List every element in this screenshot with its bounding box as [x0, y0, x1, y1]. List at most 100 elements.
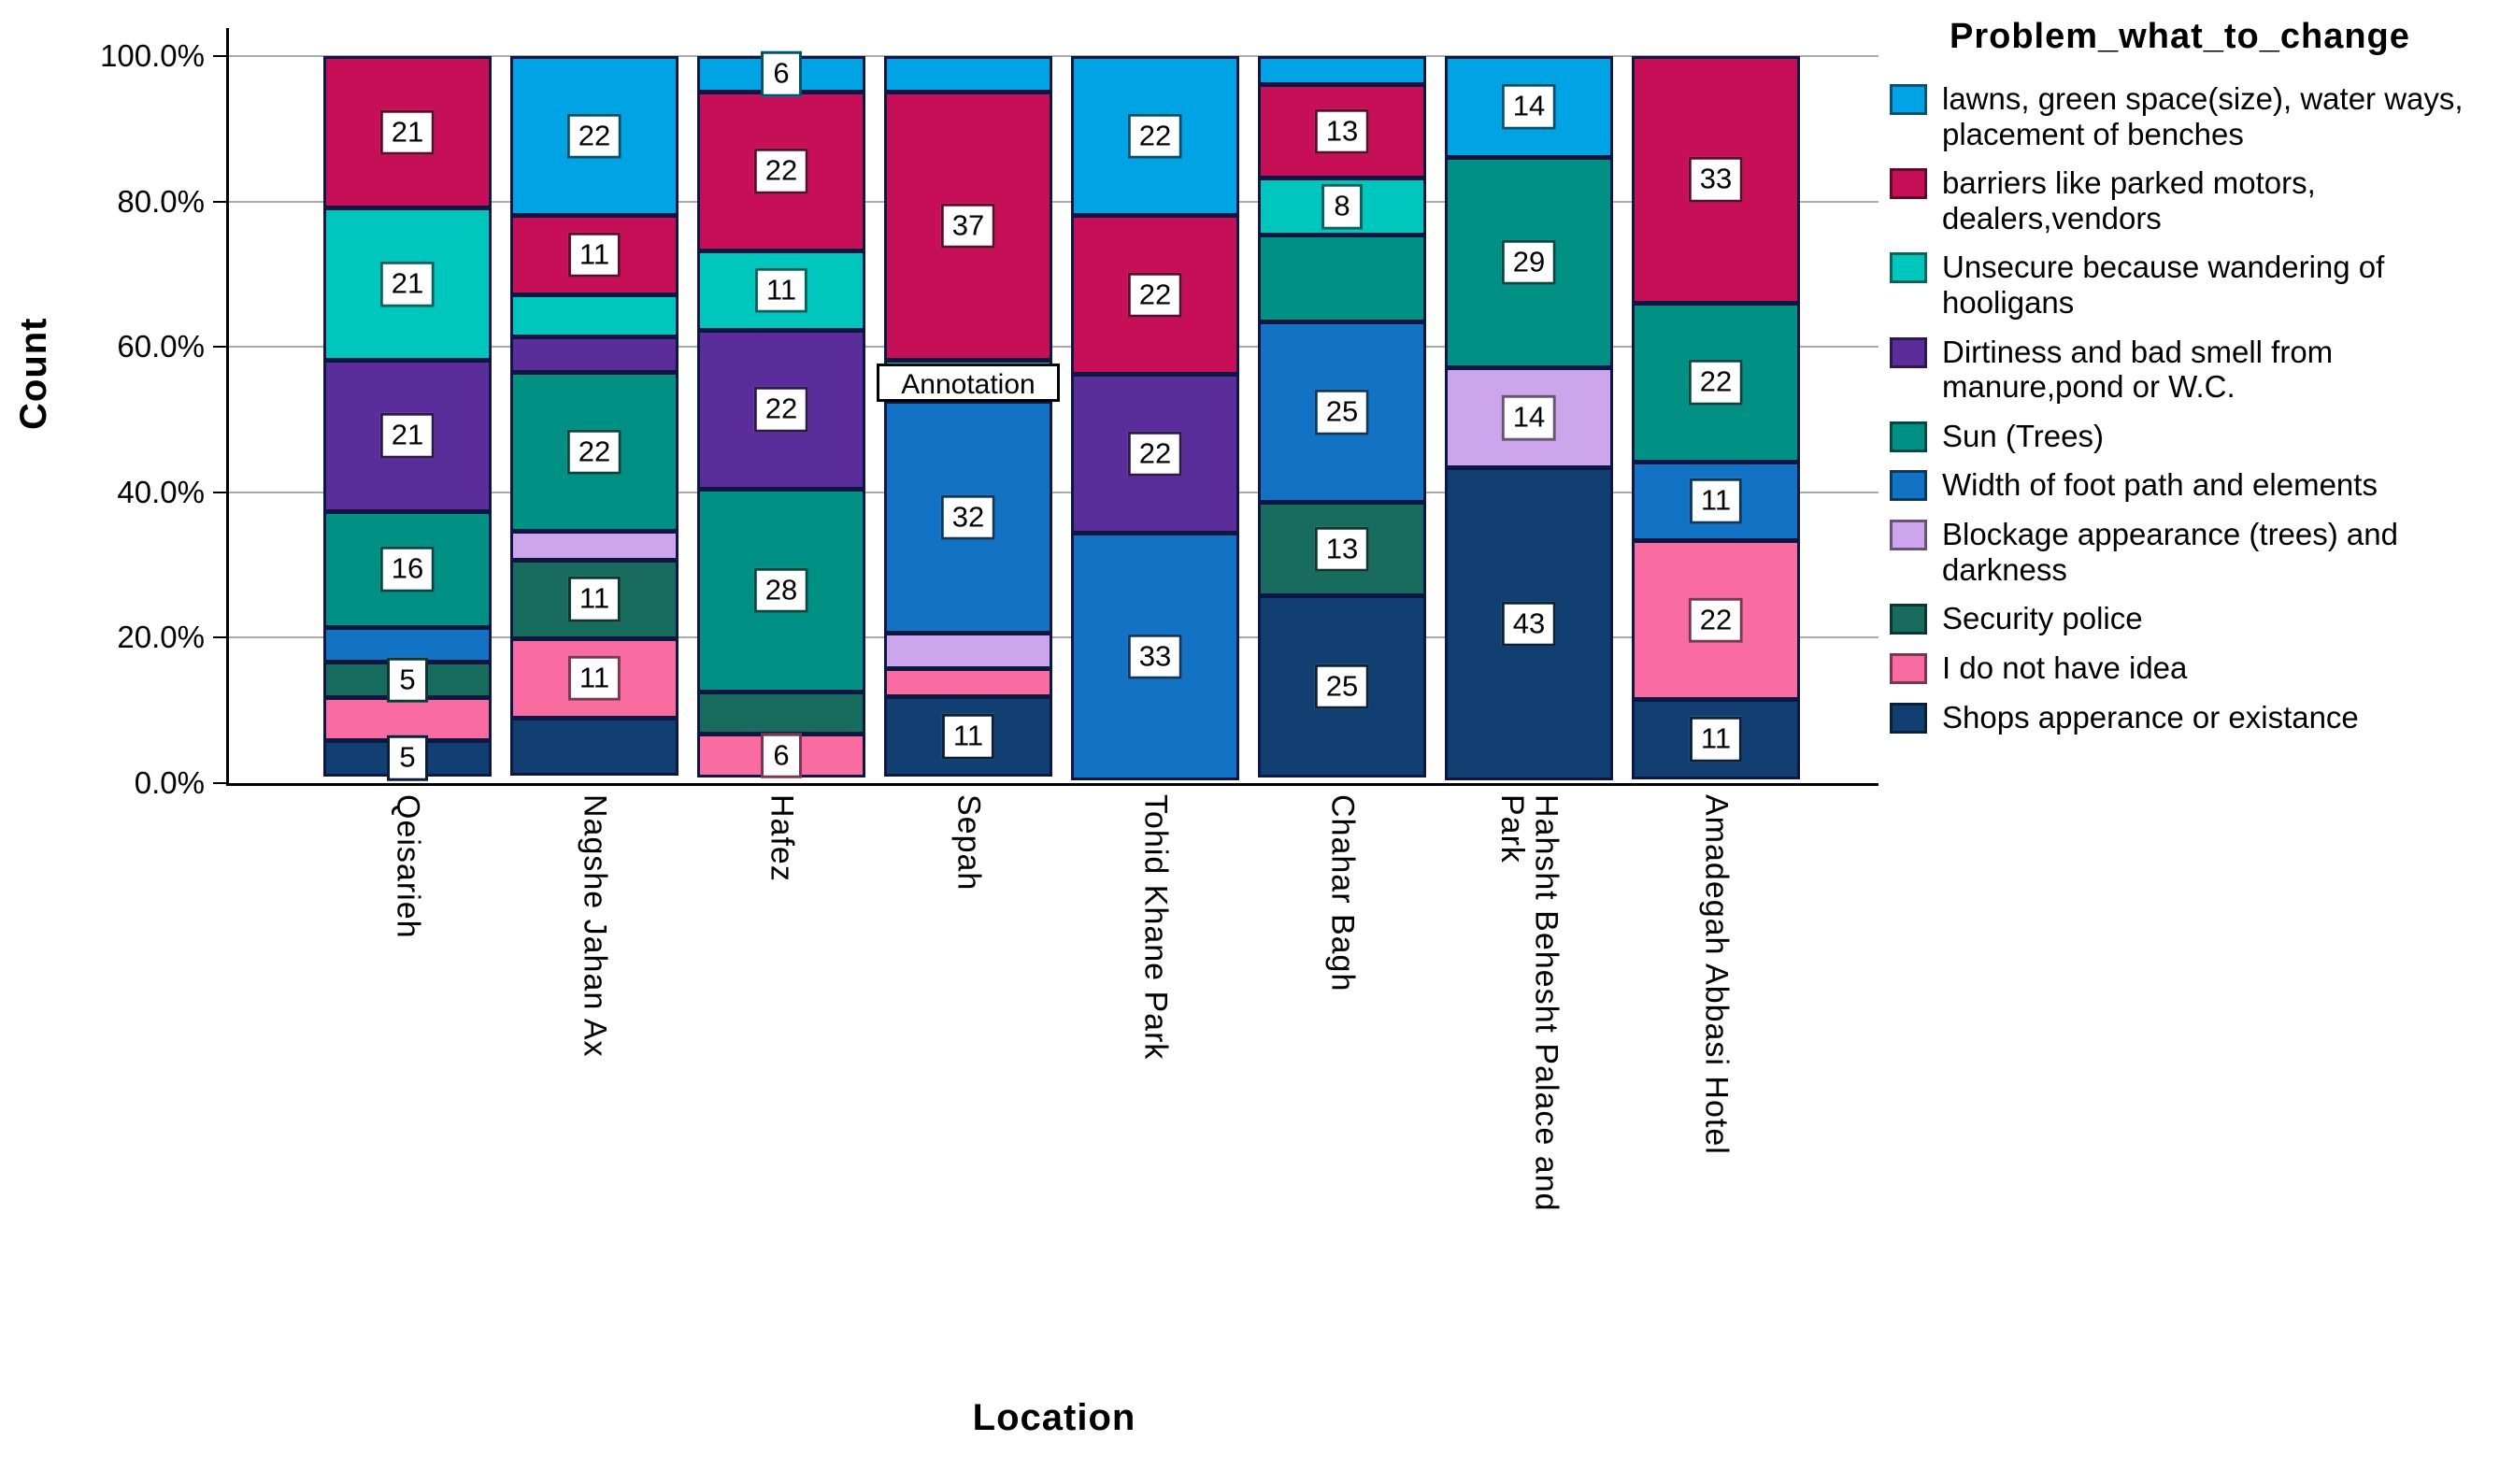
bar-value-label: 22 — [1127, 431, 1183, 478]
bar-segment: 13 — [1258, 502, 1426, 597]
bar-segment — [884, 56, 1052, 93]
gridline — [229, 346, 1878, 349]
bar-segment: 14 — [1445, 366, 1613, 469]
x-axis-title: Location — [972, 1397, 1136, 1438]
bar-tohid-khane-park: 22 22 22 33 — [1071, 56, 1239, 783]
legend-label: Dirtiness and bad smell from manure,pond… — [1942, 334, 2334, 405]
bar-segment — [697, 691, 865, 735]
legend: Problem_what_to_change lawns, green spac… — [1890, 17, 2497, 749]
legend-item: Shops apperance or existance — [1890, 700, 2497, 735]
bar-value-label: 11 — [567, 655, 621, 702]
gridline — [229, 200, 1878, 203]
legend-item: Unsecure because wandering of hooligans — [1890, 250, 2497, 320]
bar-value-label: 33 — [1688, 156, 1744, 203]
legend-item: Sun (Trees) — [1890, 419, 2497, 454]
legend-label: Security police — [1942, 601, 2143, 636]
legend-label: Unsecure because wandering of hooligans — [1942, 250, 2385, 321]
bar-value-label: 13 — [1314, 108, 1370, 154]
bar-segment: 11 — [697, 250, 865, 331]
legend-label: Blockage appearance (trees) and darkness — [1942, 517, 2398, 587]
gridline — [229, 55, 1878, 57]
bar-segment: 22 — [1071, 56, 1239, 217]
bar-segment: 22 — [510, 56, 678, 217]
bar-segment: 11 — [510, 559, 678, 640]
legend-swatch — [1890, 652, 1927, 684]
bar-segment — [1258, 56, 1426, 86]
legend-items: lawns, green space(size), water ways, pl… — [1890, 81, 2497, 735]
bar-value-label: 5 — [387, 735, 428, 781]
bar-segment — [884, 633, 1052, 670]
bar-segment: 33 — [1071, 533, 1239, 780]
x-axis-line — [226, 783, 1878, 786]
legend-swatch — [1890, 421, 1927, 452]
bar-value-label: 11 — [1689, 716, 1743, 763]
y-tick-label: 80.0% — [117, 183, 205, 219]
bar-value-label: 21 — [379, 413, 436, 459]
legend-item: Blockage appearance (trees) and darkness — [1890, 517, 2497, 587]
bar-segment — [884, 668, 1052, 698]
bar-segment: 6 — [697, 51, 865, 97]
bar-segment: 21 — [323, 207, 492, 361]
y-tick-mark — [213, 346, 226, 349]
bar-value-label: 22 — [1688, 359, 1744, 406]
bar-segment — [1258, 235, 1426, 322]
bar-segment: 6 — [697, 733, 865, 778]
bar-segment — [510, 717, 678, 776]
gridline — [229, 636, 1878, 639]
bar-value-label: 14 — [1501, 84, 1557, 130]
legend-label: Sun (Trees) — [1942, 418, 2104, 453]
bar-value-label: 16 — [379, 547, 436, 592]
bar-segment: 22 — [1632, 302, 1800, 463]
x-axis-label: Amadegah Abbasi Hotel — [1698, 794, 1735, 1155]
bar-segment: 33 — [1632, 56, 1800, 304]
legend-item: barriers like parked motors, dealers,ven… — [1890, 165, 2497, 235]
legend-swatch — [1890, 336, 1927, 368]
bar-segment — [510, 336, 678, 374]
y-tick-label: 100.0% — [100, 38, 205, 73]
bar-segment: 21 — [323, 359, 492, 513]
bar-sepah: 37 32 11 Annotation — [877, 56, 1060, 783]
legend-swatch — [1890, 702, 1927, 734]
bar-value-label: 22 — [1127, 272, 1183, 319]
y-tick-mark — [213, 55, 226, 57]
bar-value-label: 22 — [1688, 597, 1744, 644]
legend-swatch — [1890, 520, 1927, 551]
bar-segment: 22 — [697, 91, 865, 252]
y-tick-label: 60.0% — [117, 329, 205, 364]
legend-label: Width of foot path and elements — [1942, 467, 2378, 503]
legend-swatch — [1890, 84, 1927, 115]
legend-item: lawns, green space(size), water ways, pl… — [1890, 81, 2497, 151]
bar-segment: 22 — [1071, 215, 1239, 376]
bar-segment: 32 — [884, 401, 1052, 635]
legend-item: I do not have idea — [1890, 650, 2497, 686]
plot-area: 100.0% 80.0% 60.0% 40.0% 20.0% 0.0% 21 21 21 16 5… — [100, 28, 1878, 800]
bar-value-label: 37 — [940, 203, 996, 250]
bar-value-label: 29 — [1501, 239, 1557, 285]
x-axis-label: Tohid Khane Park — [1137, 794, 1174, 1061]
bar-segment: 37 — [884, 91, 1052, 361]
bar-value-label: 33 — [1127, 634, 1183, 679]
bar-value-label: 11 — [941, 713, 995, 760]
y-axis-line — [226, 28, 229, 783]
legend-swatch — [1890, 470, 1927, 502]
bar-segment — [323, 697, 492, 742]
bar-segment: 11 — [884, 696, 1052, 777]
y-axis-title: Count — [13, 317, 54, 430]
bar-hahsht-behesht-palace-and-park: 14 29 14 43 — [1445, 56, 1613, 783]
x-axis-label: Qeisarieh — [390, 794, 426, 939]
bar-qeisarieh: 21 21 21 16 5 5 — [323, 56, 492, 783]
bar-hafez: 6 22 11 22 28 6 — [697, 51, 865, 783]
legend-label: Shops apperance or existance — [1942, 699, 2359, 735]
legend-title: Problem_what_to_change — [1950, 17, 2410, 56]
bar-segment: 11 — [1632, 461, 1800, 542]
bar-segment: 11 — [510, 638, 678, 719]
bar-value-label: 25 — [1314, 389, 1370, 435]
bar-value-label: 6 — [761, 733, 802, 778]
bar-value-label: 11 — [754, 267, 808, 314]
bar-segment — [510, 293, 678, 338]
bar-value-label: 25 — [1314, 664, 1370, 709]
bar-value-label: 11 — [1689, 478, 1743, 524]
bar-value-label: 5 — [387, 657, 428, 704]
bar-segment: 14 — [1445, 56, 1613, 158]
